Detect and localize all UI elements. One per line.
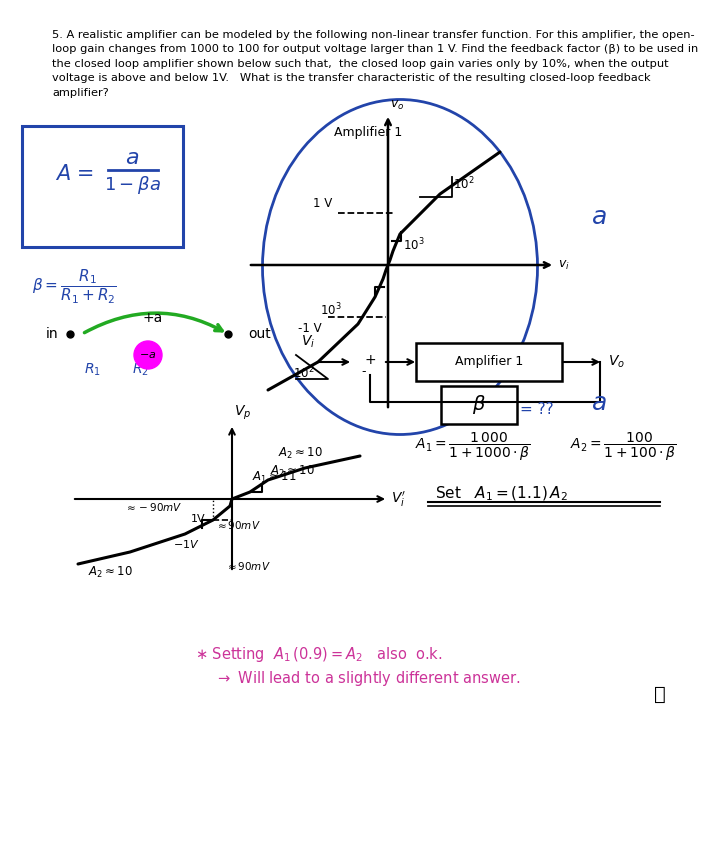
Text: a: a: [592, 391, 607, 415]
Text: $\ast$ Setting  $A_1\,(0.9) = A_2$   also  o.k.: $\ast$ Setting $A_1\,(0.9) = A_2$ also o…: [195, 644, 443, 663]
FancyBboxPatch shape: [416, 343, 562, 381]
Text: $A_2 = \dfrac{100}{1 + 100 \cdot \beta}$: $A_2 = \dfrac{100}{1 + 100 \cdot \beta}$: [570, 431, 677, 463]
Text: $-1V$: $-1V$: [173, 538, 200, 550]
Text: $10^3$: $10^3$: [320, 302, 342, 318]
Text: +: +: [364, 353, 376, 367]
Text: in: in: [46, 327, 58, 341]
Text: $\approx 90mV$: $\approx 90mV$: [215, 519, 261, 531]
Text: $V_o$: $V_o$: [608, 354, 625, 370]
Text: $10^2$: $10^2$: [453, 176, 474, 192]
Text: $R_2$: $R_2$: [132, 362, 148, 378]
Text: $A_2 \approx 10$: $A_2 \approx 10$: [278, 446, 323, 461]
Text: $v_i$: $v_i$: [558, 258, 570, 272]
Text: out: out: [248, 327, 271, 341]
Text: $\rightarrow$ Will lead to a slightly different answer.: $\rightarrow$ Will lead to a slightly di…: [215, 669, 520, 688]
Text: = ??: = ??: [520, 402, 554, 417]
Text: A =: A =: [56, 164, 94, 184]
Text: $10^3$: $10^3$: [403, 237, 425, 253]
Text: Amplifier 1: Amplifier 1: [334, 126, 402, 139]
Text: $A_2 \approx 10$: $A_2 \approx 10$: [88, 565, 133, 580]
Text: $10^2$: $10^2$: [293, 365, 315, 381]
Text: a: a: [125, 148, 139, 168]
Text: 1 V: 1 V: [312, 197, 332, 210]
Text: 关: 关: [654, 685, 666, 704]
Text: $\beta$: $\beta$: [472, 393, 486, 417]
Text: $A_1 = \dfrac{1\,000}{1 + 1000 \cdot \beta}$: $A_1 = \dfrac{1\,000}{1 + 1000 \cdot \be…: [415, 431, 531, 463]
Text: $R_1$: $R_1$: [83, 362, 100, 378]
Text: -: -: [362, 365, 366, 379]
FancyBboxPatch shape: [441, 386, 517, 424]
Text: +a: +a: [143, 311, 163, 325]
Text: a: a: [592, 205, 607, 229]
Text: $1 - \beta a$: $1 - \beta a$: [103, 174, 160, 196]
Text: -1 V: -1 V: [298, 322, 322, 335]
Text: 1V: 1V: [190, 514, 205, 524]
Text: $A_1 \approx 11$: $A_1 \approx 11$: [252, 470, 296, 485]
Text: $A_2 \approx 10$: $A_2 \approx 10$: [270, 464, 315, 479]
Text: $v_o$: $v_o$: [390, 99, 404, 112]
Text: $\beta = \dfrac{R_1}{R_1 + R_2}$: $\beta = \dfrac{R_1}{R_1 + R_2}$: [32, 268, 117, 306]
Text: Amplifier 1: Amplifier 1: [455, 355, 523, 369]
Text: $V_p$: $V_p$: [234, 403, 251, 422]
Text: $\approx -90mV$: $\approx -90mV$: [124, 501, 182, 513]
Circle shape: [134, 341, 162, 369]
Text: $-a$: $-a$: [139, 350, 157, 360]
Text: $V_i'$: $V_i'$: [391, 489, 406, 509]
Text: Set   $A_1 = (1.1)\,A_2$: Set $A_1 = (1.1)\,A_2$: [435, 485, 568, 504]
Circle shape: [357, 349, 383, 375]
Text: $V_i$: $V_i$: [301, 333, 315, 350]
Text: $\approx 90mV$: $\approx 90mV$: [225, 560, 271, 572]
Text: 5. A realistic amplifier can be modeled by the following non-linear transfer fun: 5. A realistic amplifier can be modeled …: [52, 30, 699, 98]
FancyArrowPatch shape: [84, 313, 222, 333]
